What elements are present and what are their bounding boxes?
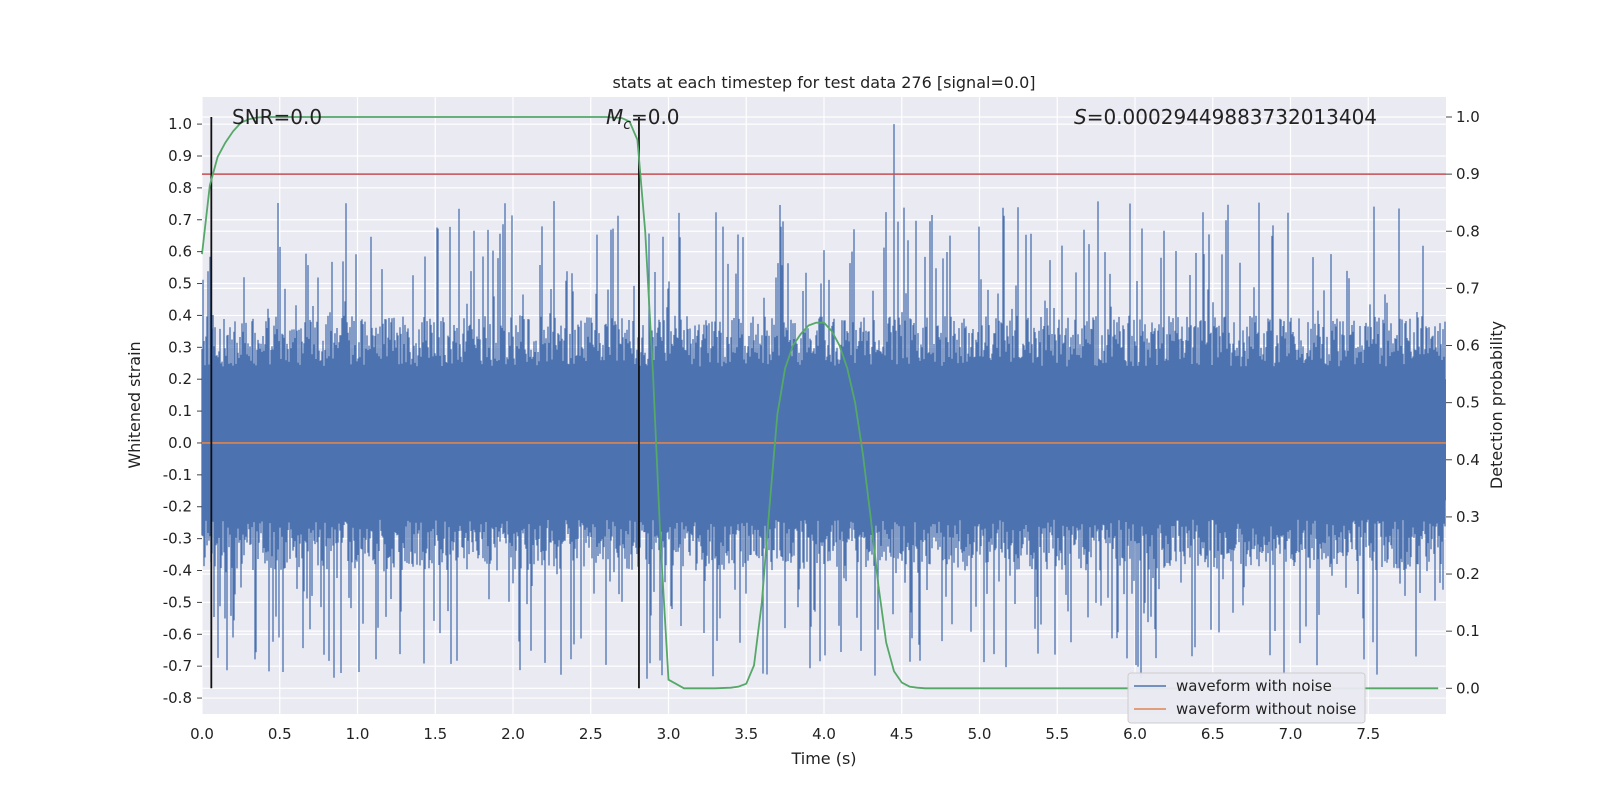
y-tick-label: -0.5 bbox=[163, 593, 192, 611]
y-tick-label: 0.8 bbox=[168, 179, 192, 197]
tick-labels: 0.0 0.5 1.0 1.5 2.0 2.5 3.0 3.5 4.0 4.5 5.0 5.5 6.0 6… bbox=[163, 108, 1480, 743]
y-tick-label: -0.2 bbox=[163, 498, 192, 516]
y2-tick-label: 0.9 bbox=[1456, 165, 1480, 183]
x-tick-label: 4.0 bbox=[812, 725, 836, 743]
x-tick-label: 3.5 bbox=[734, 725, 758, 743]
x-tick-label: 1.5 bbox=[423, 725, 447, 743]
x-tick-label: 3.0 bbox=[657, 725, 681, 743]
legend: waveform with noise waveform without noi… bbox=[1127, 672, 1366, 724]
x-tick-label: 5.0 bbox=[968, 725, 992, 743]
y-tick-label: 0.5 bbox=[168, 275, 192, 293]
y2-tick-label: 0.3 bbox=[1456, 508, 1480, 526]
chirp-mass-symbol: M bbox=[606, 105, 623, 129]
x-tick-label: 7.5 bbox=[1356, 725, 1380, 743]
line-series-group bbox=[201, 116, 1446, 690]
y2-tick-label: 0.8 bbox=[1456, 222, 1480, 240]
x-tick-label: 5.5 bbox=[1045, 725, 1069, 743]
y-tick-label: -0.3 bbox=[163, 530, 192, 548]
x-tick-label: 2.0 bbox=[501, 725, 525, 743]
y2-tick-label: 0.2 bbox=[1456, 565, 1480, 583]
chirp-mass-annotation: Mc=0.0 bbox=[606, 105, 680, 133]
y2-axis-title: Detection probability bbox=[1487, 321, 1506, 489]
x-axis-title: Time (s) bbox=[790, 749, 856, 768]
y-tick-label: 0.4 bbox=[168, 306, 192, 324]
legend-label-noise: waveform with noise bbox=[1176, 677, 1332, 695]
y2-tick-label: 0.5 bbox=[1456, 394, 1480, 412]
s-statistic-annotation: S=0.00029449883732013404 bbox=[1074, 105, 1377, 129]
chirp-mass-subscript: c bbox=[623, 117, 631, 133]
x-tick-label: 6.0 bbox=[1123, 725, 1147, 743]
y-tick-label: -0.7 bbox=[163, 657, 192, 675]
s-value: =0.00029449883732013404 bbox=[1087, 105, 1377, 129]
y2-tick-label: 1.0 bbox=[1456, 108, 1480, 126]
y-tick-label: 0.0 bbox=[168, 434, 192, 452]
chart-title: stats at each timestep for test data 276… bbox=[612, 73, 1035, 92]
snr-annotation: SNR=0.0 bbox=[232, 105, 322, 129]
legend-label-clean: waveform without noise bbox=[1176, 700, 1356, 718]
y-tick-label: -0.8 bbox=[163, 689, 192, 707]
y-tick-label: -0.1 bbox=[163, 466, 192, 484]
y2-tick-label: 0.0 bbox=[1456, 679, 1480, 697]
x-tick-label: 2.5 bbox=[579, 725, 603, 743]
y-tick-label: 0.7 bbox=[168, 211, 192, 229]
x-tick-label: 6.5 bbox=[1201, 725, 1225, 743]
x-tick-label: 0.0 bbox=[190, 725, 214, 743]
noise-waveform-core bbox=[202, 379, 1446, 501]
y-tick-label: 1.0 bbox=[168, 115, 192, 133]
y2-tick-label: 0.7 bbox=[1456, 279, 1480, 297]
x-tick-label: 0.5 bbox=[268, 725, 292, 743]
y2-tick-label: 0.1 bbox=[1456, 622, 1480, 640]
y2-tick-label: 0.4 bbox=[1456, 451, 1480, 469]
noise-waveform-series bbox=[201, 124, 1446, 679]
y-tick-label: 0.3 bbox=[168, 338, 192, 356]
y-tick-label: 0.2 bbox=[168, 370, 192, 388]
y-axis-title: Whitened strain bbox=[125, 341, 144, 468]
y-tick-label: -0.4 bbox=[163, 562, 192, 580]
y-tick-label: 0.6 bbox=[168, 243, 192, 261]
y-tick-label: 0.9 bbox=[168, 147, 192, 165]
x-tick-label: 7.0 bbox=[1279, 725, 1303, 743]
x-tick-label: 4.5 bbox=[890, 725, 914, 743]
s-symbol: S bbox=[1074, 105, 1087, 129]
x-tick-label: 1.0 bbox=[346, 725, 370, 743]
detection-probability-line bbox=[201, 116, 1439, 690]
legend-box bbox=[1127, 672, 1366, 724]
y-tick-label: -0.6 bbox=[163, 625, 192, 643]
y-tick-label: 0.1 bbox=[168, 402, 192, 420]
y2-tick-label: 0.6 bbox=[1456, 337, 1480, 355]
chirp-mass-value: =0.0 bbox=[631, 105, 680, 129]
